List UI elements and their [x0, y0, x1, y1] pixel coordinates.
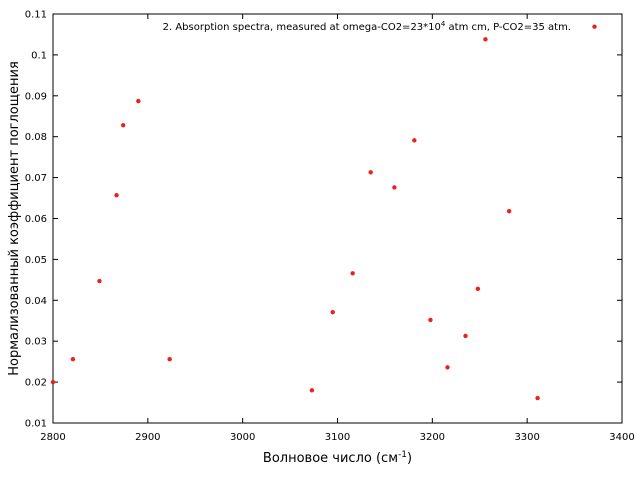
data-point: [506, 208, 512, 214]
y-tick-label: 0.05: [25, 255, 47, 266]
x-tick-label: 2900: [135, 432, 160, 443]
data-point: [368, 170, 373, 175]
data-point: [114, 192, 119, 198]
legend-label: 2. Absorption spectra, measured at omega…: [163, 20, 571, 33]
y-tick-label: 0.08: [25, 132, 47, 143]
data-point: [330, 309, 335, 315]
data-points: [50, 24, 597, 401]
data-point: [535, 395, 540, 401]
data-point: [392, 185, 397, 190]
data-point: [136, 98, 141, 104]
x-tick-label: 2800: [40, 432, 65, 443]
data-point: [167, 356, 172, 362]
data-point: [592, 24, 597, 29]
data-point: [412, 138, 417, 143]
y-tick-label: 0.06: [25, 214, 47, 225]
y-tick-label: 0.01: [25, 419, 47, 430]
data-point: [97, 278, 102, 284]
y-tick-label: 0.07: [25, 173, 47, 184]
y-tick-label: 0.02: [25, 378, 47, 389]
y-axis-title: Нормализованный коэффициент поглощения: [7, 61, 22, 376]
data-point: [428, 317, 433, 323]
data-point: [50, 379, 56, 385]
data-point: [445, 365, 450, 370]
x-tick-label: 3200: [420, 432, 445, 443]
data-point: [120, 123, 126, 128]
x-tick-label: 3000: [230, 432, 255, 443]
data-point: [475, 286, 481, 292]
y-tick-label: 0.04: [25, 296, 47, 307]
x-tick-label: 3300: [514, 432, 539, 443]
y-tick-label: 0.03: [25, 337, 47, 348]
data-point: [483, 37, 488, 42]
y-tick-label: 0.09: [25, 91, 47, 102]
x-axis-title: Волновое число (см-1): [263, 450, 412, 466]
data-point: [463, 333, 468, 339]
axis-ticks: 2800 2900 3000 3100 3200 3300 3400 0.01 0.02 0.03…: [25, 10, 635, 444]
data-point: [350, 271, 355, 276]
plot-frame: [52, 13, 623, 424]
y-tick-label: 0.1: [31, 50, 47, 61]
data-point: [309, 388, 315, 393]
x-tick-label: 3400: [609, 432, 634, 443]
data-point: [70, 356, 76, 362]
x-tick-label: 3100: [325, 432, 350, 443]
y-tick-label: 0.11: [25, 10, 47, 21]
